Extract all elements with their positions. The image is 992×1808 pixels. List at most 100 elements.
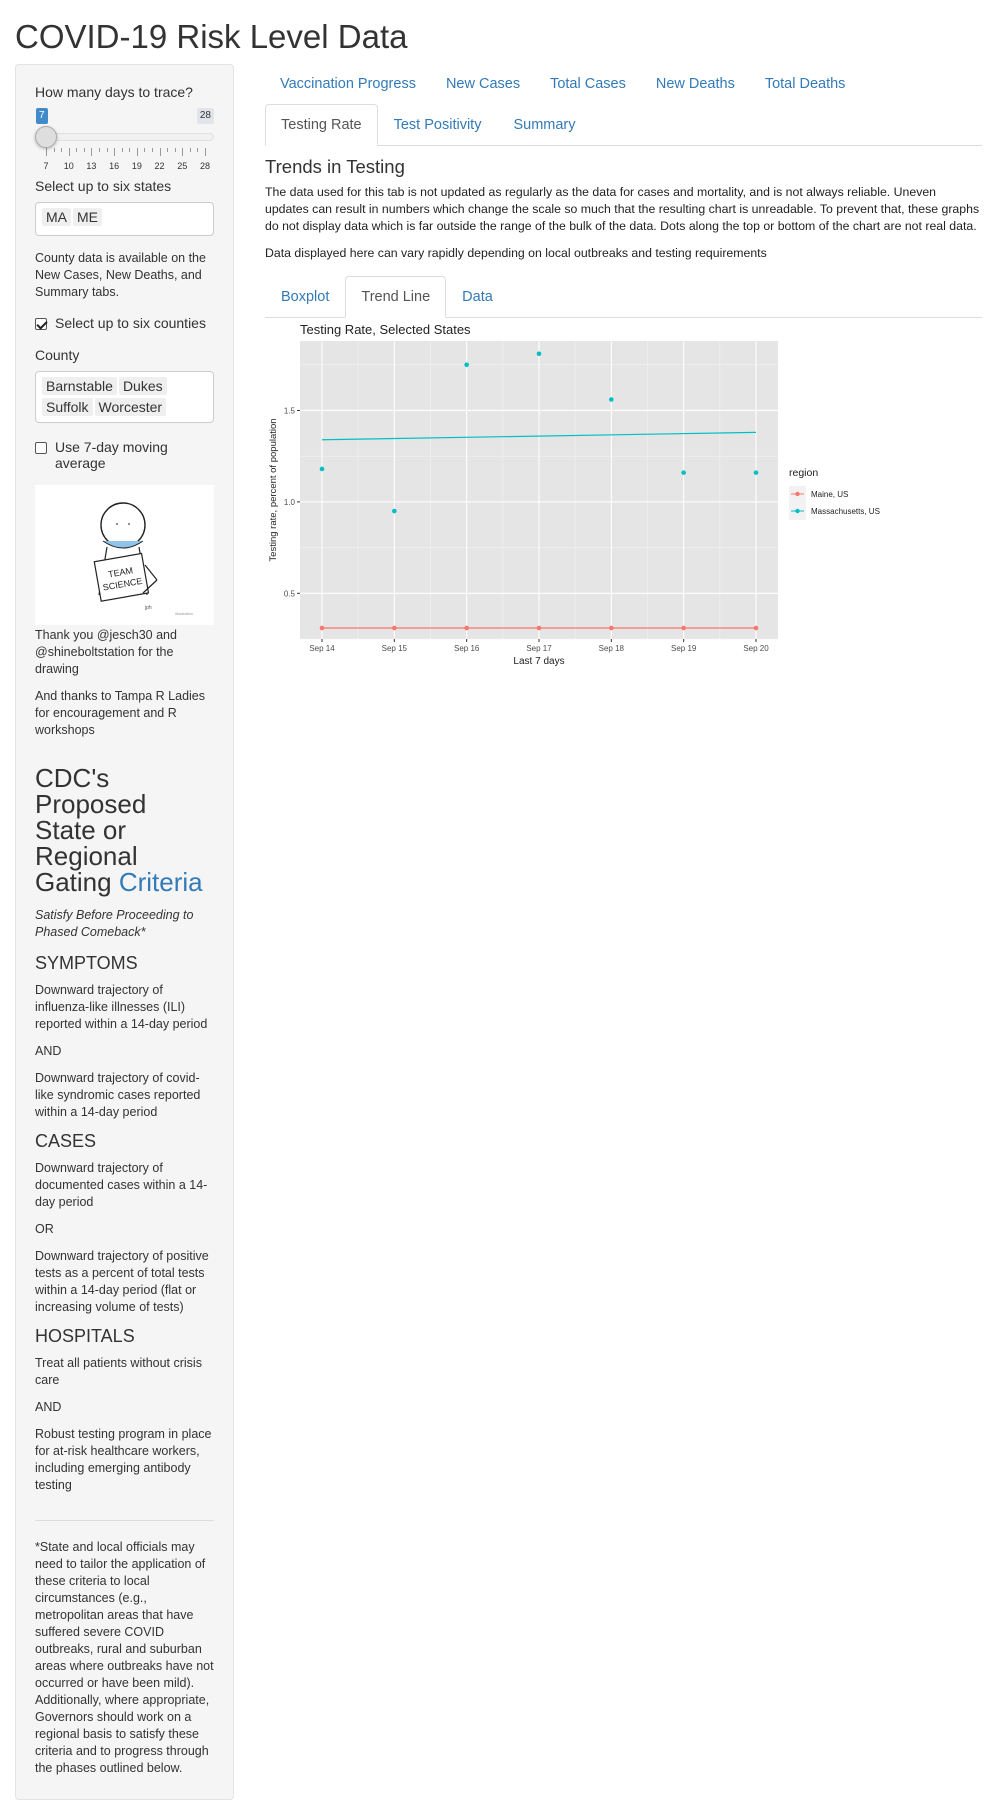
slider-tick [129, 148, 131, 152]
sidebar-divider [35, 1520, 214, 1521]
data-point [681, 470, 686, 475]
legend-entry: Massachusetts, US [811, 507, 880, 516]
slider-tick [91, 148, 93, 156]
slider-handle[interactable] [35, 126, 57, 148]
data-point [464, 625, 469, 631]
slider-tick [114, 148, 116, 156]
x-tick-label: Sep 20 [743, 644, 769, 653]
footnote: *State and local officials may need to t… [35, 1540, 214, 1775]
or-connector: OR [35, 1222, 54, 1236]
tab-summary[interactable]: Summary [513, 117, 576, 133]
second-tabs: Testing Rate Test Positivity Summary [265, 104, 982, 146]
slider-tick-label: 10 [63, 161, 74, 171]
slider-current-value: 7 [36, 108, 48, 124]
slider-tick-label: 16 [109, 161, 120, 171]
county-chip[interactable]: Dukes [118, 377, 167, 395]
y-tick-label: 1.0 [284, 498, 296, 507]
data-point [753, 625, 759, 631]
tab-new-deaths[interactable]: New Deaths [655, 76, 735, 92]
moving-average-checkbox[interactable] [35, 442, 47, 454]
app-title: COVID-19 Risk Level Data [15, 18, 408, 55]
cdc-title-text: CDC's Proposed State or Regional Gating [35, 763, 147, 897]
tab-testing-rate[interactable]: Testing Rate [265, 104, 378, 146]
x-tick-label: Sep 14 [309, 644, 335, 653]
slider-tick-label: 19 [131, 161, 142, 171]
tab-vaccination-progress[interactable]: Vaccination Progress [280, 76, 416, 92]
slider-tick [159, 148, 161, 156]
states-select[interactable]: MA ME [35, 202, 214, 236]
data-point [753, 470, 759, 475]
county-chip[interactable]: Barnstable [42, 377, 117, 395]
trend-line-massachusetts [321, 431, 757, 441]
main-panel: Vaccination Progress New Cases Total Cases… [265, 64, 982, 738]
cdc-subtitle: Satisfy Before Proceeding to Phased Come… [35, 908, 194, 939]
slider-tick [99, 148, 100, 152]
symptoms-heading: SYMPTOMS [35, 953, 138, 973]
counties-checkbox[interactable] [35, 318, 47, 330]
slider-tick-label: 7 [43, 161, 49, 171]
slider-tick [152, 148, 153, 152]
and-connector-2: AND [35, 1400, 62, 1414]
sidebar-panel: How many days to trace? 7 28 7 10 13 16 19 22… [15, 64, 234, 1800]
data-point [319, 466, 325, 472]
days-slider[interactable]: 7 28 7 10 13 16 19 22 25 28 [35, 108, 214, 172]
symptoms-criterion-1: Downward trajectory of influenza-like il… [35, 983, 208, 1031]
slider-tick [53, 148, 55, 152]
slider-tick [83, 148, 85, 152]
y-tick-label: 0.5 [284, 589, 296, 598]
moving-average-checkbox-row[interactable]: Use 7-day moving average [35, 439, 214, 471]
y-axis-label: Testing rate, percent of population [268, 418, 279, 561]
days-slider-label: How many days to trace? [35, 84, 193, 100]
data-caveat-paragraph: The data used for this tab is not update… [265, 185, 980, 233]
svg-text:jph: jph [144, 605, 152, 611]
data-point [392, 508, 397, 514]
data-point [609, 397, 614, 402]
counties-checkbox-label: Select up to six counties [55, 315, 206, 331]
slider-tick [167, 148, 169, 152]
slider-tick [106, 148, 108, 152]
data-point [536, 625, 542, 631]
slider-tick [76, 148, 78, 152]
counties-checkbox-row[interactable]: Select up to six counties [35, 315, 214, 331]
section-title: Trends in Testing [265, 156, 405, 177]
county-label: County [35, 347, 80, 363]
data-point [536, 351, 542, 357]
slider-tick [121, 148, 123, 152]
tab-test-positivity[interactable]: Test Positivity [393, 117, 482, 133]
hospitals-criterion-1: Treat all patients without crisis care [35, 1356, 202, 1387]
cases-criterion-2: Downward trajectory of positive tests as… [35, 1249, 209, 1314]
criteria-link[interactable]: Criteria [118, 867, 203, 897]
state-chip[interactable]: ME [73, 208, 102, 226]
y-tick-label: 1.5 [284, 406, 296, 415]
legend-key-point [795, 508, 800, 514]
data-point [319, 625, 325, 631]
slider-tick [182, 148, 184, 156]
tab-total-cases[interactable]: Total Cases [550, 76, 626, 92]
data-variability-note: Data displayed here can vary rapidly dep… [265, 246, 767, 260]
cdc-title: CDC's Proposed State or Regional Gating … [35, 765, 214, 895]
subtab-data[interactable]: Data [462, 289, 493, 305]
team-science-drawing: TEAM SCIENCE jph illustration [35, 485, 214, 625]
county-chip[interactable]: Suffolk [42, 398, 93, 416]
thanks-rladies: And thanks to Tampa R Ladies for encoura… [35, 689, 206, 737]
slider-tick-label: 28 [199, 161, 211, 171]
chart-title: Testing Rate, Selected States [300, 322, 471, 337]
and-connector-1: AND [35, 1044, 62, 1058]
tab-total-deaths[interactable]: Total Deaths [764, 76, 846, 92]
county-chip[interactable]: Worcester [94, 398, 167, 416]
slider-tick [61, 148, 63, 152]
data-point [392, 625, 397, 631]
tab-new-cases[interactable]: New Cases [445, 76, 521, 92]
cases-heading: CASES [35, 1131, 97, 1151]
data-point [464, 362, 469, 368]
chart-container: Testing Rate, Selected States 0.5 1.0 1.5 Se… [265, 318, 982, 738]
slider-track[interactable] [45, 133, 214, 141]
subtab-trend-line[interactable]: Trend Line [345, 276, 447, 318]
slider-tick-label: 25 [177, 161, 188, 171]
testing-rate-chart: Testing Rate, Selected States 0.5 1.0 1.5 Se… [268, 322, 880, 667]
slider-tick-label: 22 [154, 161, 165, 171]
state-chip[interactable]: MA [42, 208, 71, 226]
data-point [609, 625, 614, 631]
counties-select[interactable]: Barnstable Dukes Suffolk Worcester [35, 371, 214, 423]
subtab-boxplot[interactable]: Boxplot [281, 289, 330, 305]
